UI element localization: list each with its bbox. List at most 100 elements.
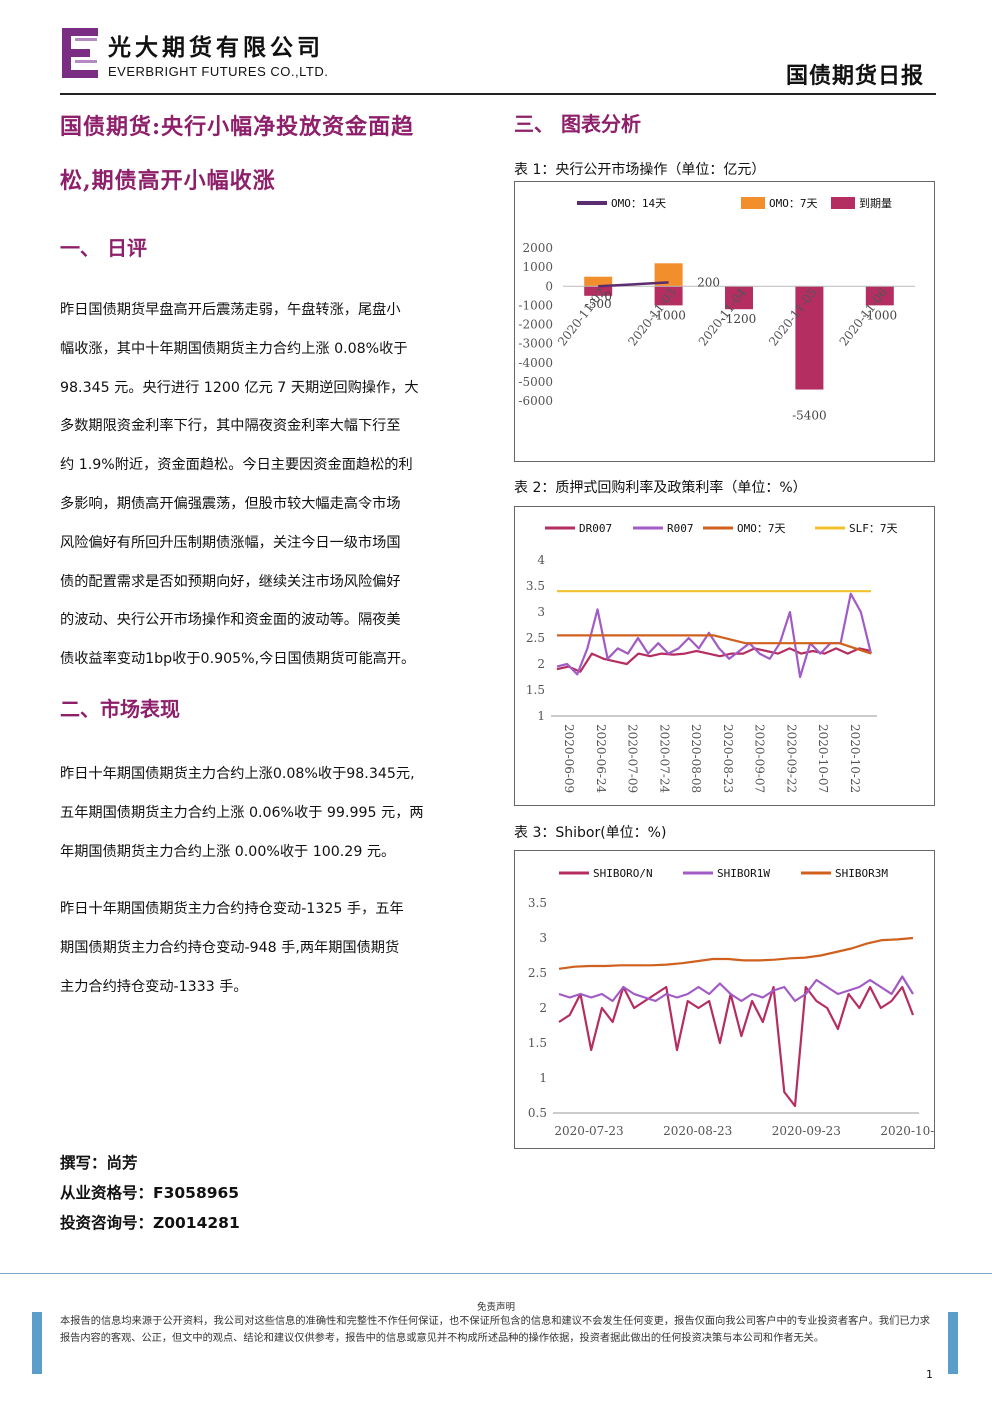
y-tick-label: -6000	[518, 394, 553, 408]
y-tick-label: 3	[539, 931, 547, 945]
chart3-shibor: SHIBORO/N SHIBOR1W SHIBOR3M 3.5 3 2.5 2 1.5 1 0.5…	[514, 850, 935, 1149]
y-tick-label: 2000	[522, 241, 553, 255]
x-tick-label: 2020-09-23	[772, 1124, 841, 1138]
legend-label: SHIBORO/N	[593, 867, 653, 880]
data-label: -5400	[792, 409, 827, 423]
y-tick-label: 0.5	[528, 1106, 547, 1120]
paragraph-line: 的波动、央行公开市场操作和资金面的波动等。隔夜美	[60, 612, 401, 629]
y-tick-label: 1.5	[528, 1036, 547, 1050]
x-tick-label: 2020-09-22	[784, 724, 798, 793]
bar-maturity	[795, 286, 824, 390]
paragraph-line: 约 1.9%附近，资金面趋松。今日主要因资金面趋松的利	[60, 457, 413, 474]
y-tick-label: 2.5	[528, 966, 547, 980]
page-number: 1	[926, 1368, 933, 1381]
legend-label: OMO：7天	[769, 197, 818, 210]
section-heading-daily-review: 一、 日评	[60, 236, 147, 260]
x-tick-label: 2020-07-23	[554, 1124, 623, 1138]
legend-label: 到期量	[859, 197, 892, 210]
company-logo-icon	[62, 28, 98, 78]
report-title: 国债期货:央行小幅净投放资金面趋 松,期债高开小幅收涨	[60, 100, 500, 208]
series-line	[556, 647, 872, 673]
y-tick-label: 3	[537, 605, 545, 619]
paragraph-line: 昨日十年期国债期货主力合约持仓变动-1325 手，五年	[60, 901, 404, 917]
legend-swatch	[577, 201, 607, 205]
chart1-caption: 表 1：央行公开市场操作（单位：亿元）	[514, 162, 766, 178]
y-tick-label: 1	[537, 709, 545, 723]
paragraph-line: 幅收涨，其中十年期国债期货主力合约上涨 0.08%收于	[60, 340, 408, 357]
report-title-line2: 松,期债高开小幅收涨	[60, 168, 276, 194]
paragraph-line: 期国债期货主力合约持仓变动-948 手,两年期国债期货	[60, 939, 400, 956]
y-tick-label: -4000	[518, 356, 553, 370]
data-label: -1200	[722, 312, 757, 326]
x-tick-label: 2020-10-23	[880, 1124, 934, 1138]
y-tick-label: 2	[539, 1001, 547, 1015]
bar-omo7	[654, 263, 683, 287]
y-tick-label: -3000	[518, 337, 553, 351]
x-tick-label: 2020-06-09	[562, 724, 576, 793]
x-tick-label: 2020-09-07	[753, 724, 767, 793]
y-tick-label: -5000	[518, 375, 553, 389]
chart2-repo-rates: DR007 R007 OMO：7天 SLF：7天 4 3.5 3 2.5 2 1.5 1 2020-0…	[514, 506, 935, 806]
x-tick-label: 2020-08-23	[663, 1124, 732, 1138]
data-label: -1000	[651, 308, 686, 322]
paragraph-line: 多影响，期债高开偏强震荡，但股市较大幅走高令市场	[60, 495, 401, 512]
data-label: -500	[585, 297, 612, 311]
series-line	[558, 975, 914, 1003]
y-tick-label: 3.5	[528, 896, 547, 910]
series-line	[556, 592, 873, 679]
bar-maturity	[584, 286, 613, 296]
section-heading-market: 二、市场表现	[60, 697, 180, 721]
series-line	[557, 634, 872, 655]
y-tick-label: 1	[539, 1071, 547, 1085]
chart1-svg: OMO：14天 OMO：7天 到期量200010000-1000-2000-3000…	[518, 197, 915, 423]
bar-maturity	[725, 286, 753, 310]
x-tick-label: 2020-07-09	[626, 724, 640, 793]
y-tick-label: 3.5	[526, 579, 545, 593]
paragraph-line: 昨日十年期国债期货主力合约上涨0.08%收于98.345元,	[60, 766, 415, 782]
x-tick-label: 2020-11-02	[555, 285, 609, 348]
author-block: 撰写：尚芳 从业资格号：F3058965 投资咨询号：Z0014281	[60, 1148, 240, 1238]
paragraph-line: 债收益率变动1bp收于0.905%,今日国债期货可能高开。	[60, 651, 416, 668]
y-tick-label: -1000	[518, 298, 553, 312]
paragraph-line: 风险偏好有所回升压制期债涨幅，关注今日一级市场国	[60, 534, 401, 551]
author-writer: 撰写：尚芳	[60, 1154, 138, 1172]
x-tick-label: 2020-08-23	[721, 724, 735, 793]
market-paragraph-2: 昨日十年期国债期货主力合约持仓变动-1325 手，五年 期国债期货主力合约持仓变…	[60, 890, 488, 1006]
bar-maturity	[865, 286, 894, 306]
y-tick-label: 4	[537, 553, 545, 567]
x-tick-label: 2020-10-22	[848, 724, 862, 793]
chart1-omo-operations: OMO：14天 OMO：7天 到期量 2000 1000 0 -1000 -2000 -3000…	[514, 181, 935, 462]
legend-label: SHIBOR3M	[835, 867, 888, 880]
paragraph-line: 主力合约持仓变动-1333 手。	[60, 978, 248, 995]
legend-label: R007	[667, 522, 694, 535]
line-omo14	[598, 281, 669, 288]
chart3-svg: SHIBORO/N SHIBOR1W SHIBOR3M 3.5 3 2.5 2 1.5 1 0.5…	[528, 867, 934, 1138]
legend-swatch	[831, 197, 855, 209]
legend-label: SLF：7天	[849, 522, 898, 535]
series-line	[558, 936, 914, 970]
y-tick-label: 2	[537, 657, 545, 671]
chart2-svg: DR007 R007 OMO：7天 SLF：7天 4 3.5 3 2.5 2 1.5 1 2020-0…	[526, 522, 898, 794]
chart3-caption: 表 3：Shibor(单位：%)	[514, 825, 667, 841]
paragraph-line: 98.345 元。央行进行 1200 亿元 7 天期逆回购操作，大	[60, 379, 419, 396]
legend-label: SHIBOR1W	[717, 867, 770, 880]
legend-label: DR007	[579, 522, 612, 535]
paragraph-line: 债的配置需求是否如预期向好，继续关注市场风险偏好	[60, 573, 401, 590]
header-divider	[60, 93, 936, 95]
legend-label: OMO：14天	[611, 197, 666, 210]
chart2-caption: 表 2：质押式回购利率及政策利率（单位：%）	[514, 480, 807, 496]
disclaimer-accent-right	[948, 1312, 958, 1374]
bar-maturity	[654, 286, 683, 306]
daily-review-paragraph: 昨日国债期货早盘高开后震荡走弱，午盘转涨，尾盘小 幅收涨，其中十年期国债期货主力…	[60, 291, 488, 679]
author-qualification: 从业资格号：F3058965	[60, 1184, 240, 1202]
series-line	[558, 985, 915, 1108]
x-tick-label: 2020-07-24	[657, 724, 671, 794]
paragraph-line: 多数期限资金利率下行，其中隔夜资金利率大幅下行至	[60, 418, 401, 435]
y-tick-label: 2.5	[526, 631, 545, 645]
company-name-cn: 光大期货有限公司	[108, 34, 324, 61]
market-paragraph-1: 昨日十年期国债期货主力合约上涨0.08%收于98.345元, 五年期国债期货主力…	[60, 755, 500, 871]
paragraph-line: 五年期国债期货主力合约上涨 0.06%收于 99.995 元，两	[60, 804, 424, 821]
bar-omo7	[584, 276, 613, 287]
legend-label: OMO：7天	[737, 522, 786, 535]
report-title-line1: 国债期货:央行小幅净投放资金面趋	[60, 114, 415, 140]
